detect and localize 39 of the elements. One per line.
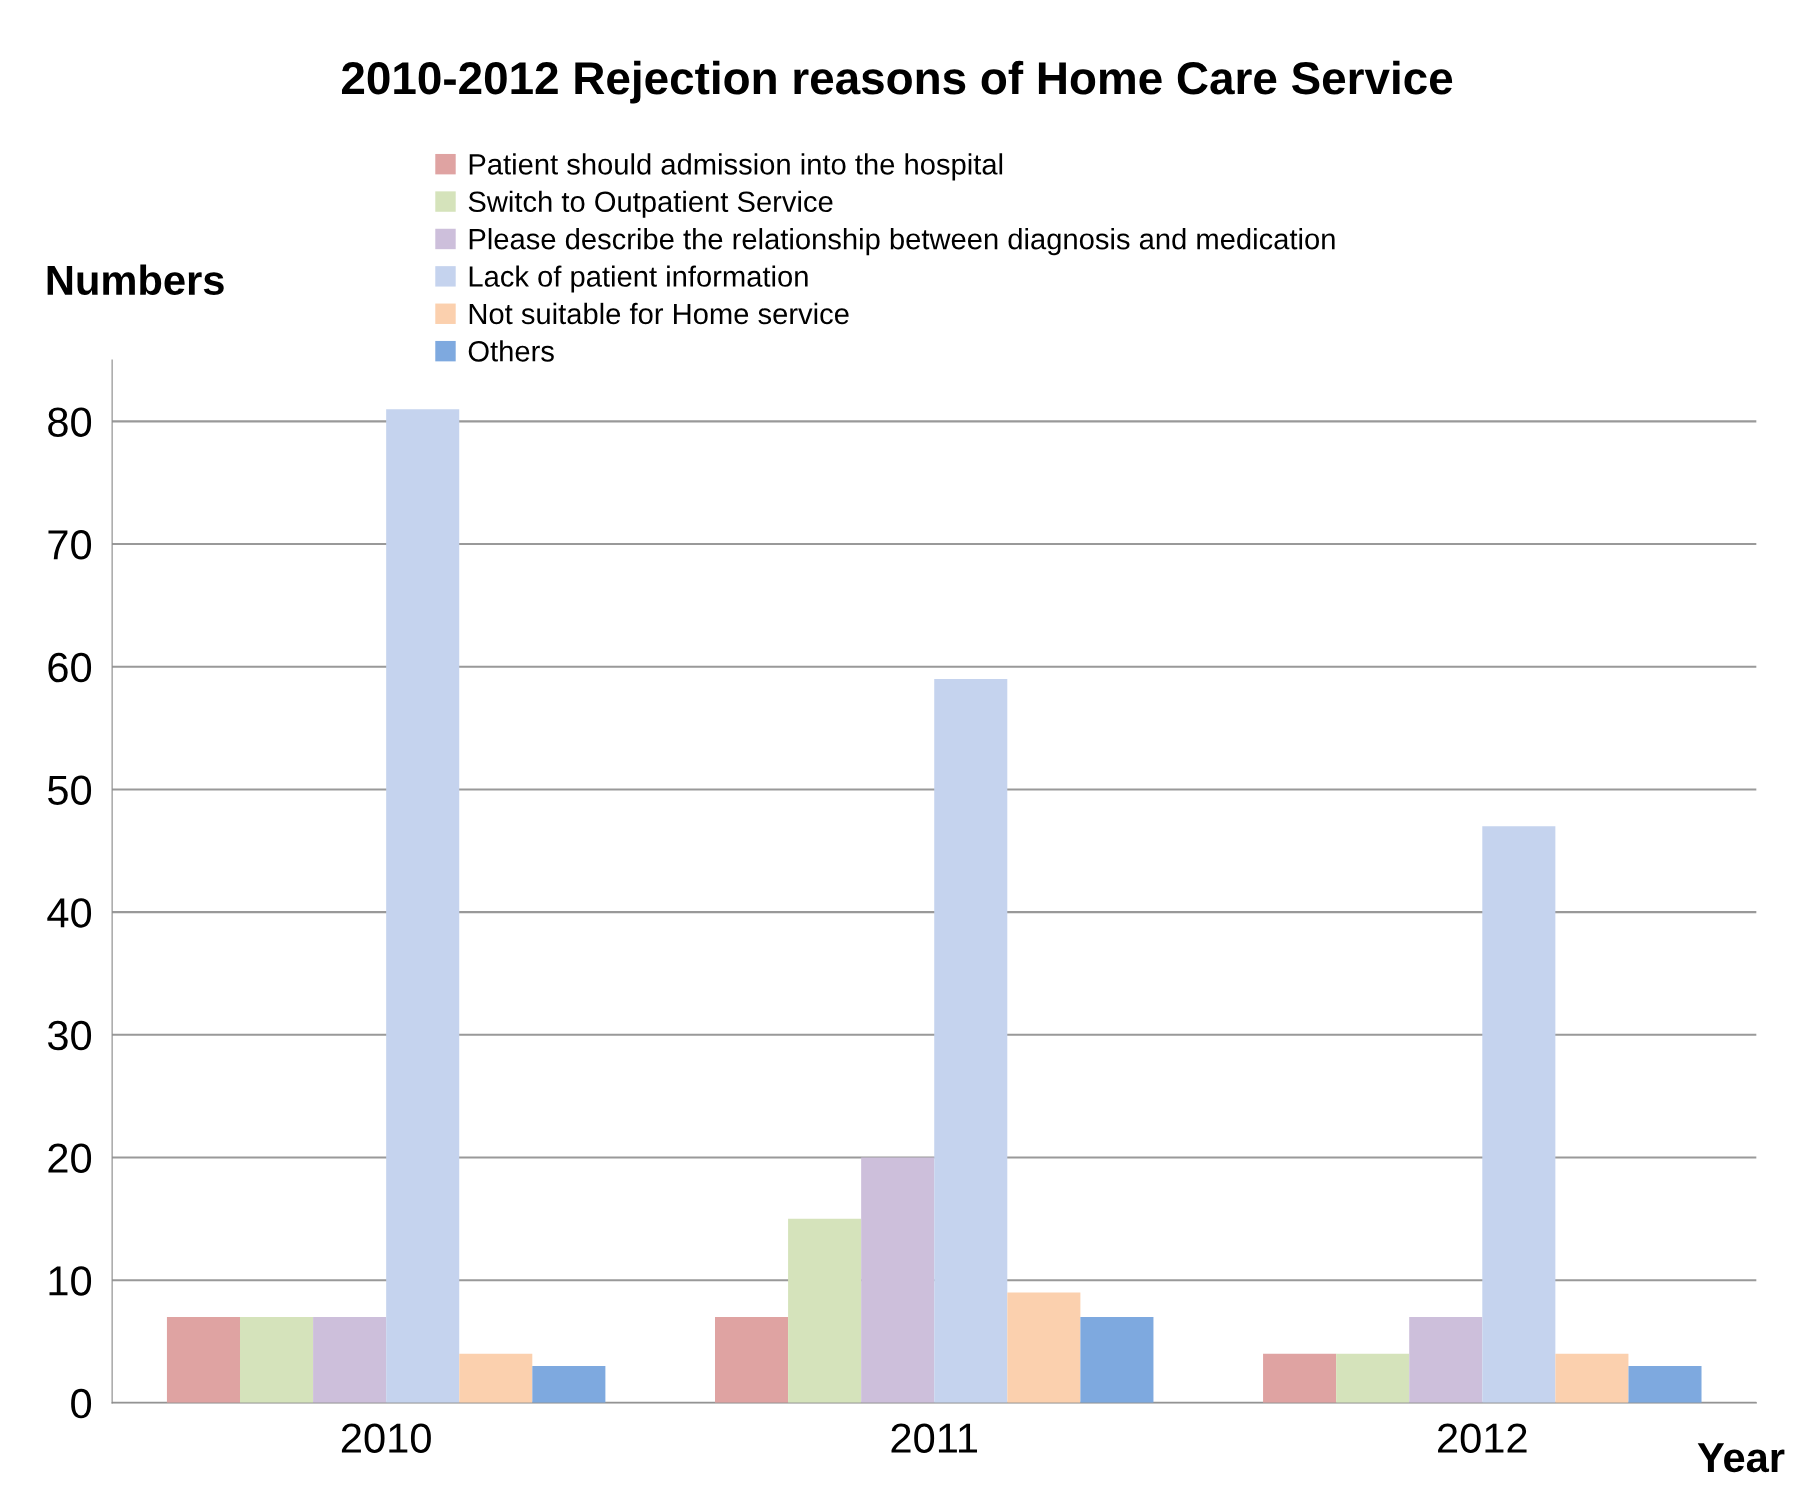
bar	[788, 1218, 862, 1403]
x-tick-label: 2012	[1438, 1423, 1527, 1453]
y-axis-title: Numbers	[47, 264, 224, 296]
bar	[1263, 1353, 1337, 1403]
y-tick-label: 60	[48, 652, 92, 683]
bar	[1007, 1292, 1081, 1403]
y-tick-label: 20	[48, 1143, 92, 1174]
bar	[861, 1157, 935, 1403]
legend-label: Switch to Outpatient Service	[468, 190, 833, 218]
bar	[1482, 826, 1556, 1403]
x-tick-label: 2011	[891, 1423, 978, 1453]
y-tick-label: 10	[49, 1266, 92, 1296]
y-tick-label: 40	[47, 898, 92, 928]
legend-label: Not suitable for Home service	[469, 302, 849, 325]
bar	[166, 1316, 241, 1403]
bar	[1336, 1353, 1410, 1403]
legend-label: Please describe the relationship between diagnosis and medication	[469, 228, 1335, 256]
y-tick-label: 50	[48, 775, 92, 805]
bar	[532, 1366, 606, 1403]
x-tick-label: 2010	[341, 1423, 431, 1453]
y-tick-label: 80	[48, 407, 92, 437]
y-tick-label: 70	[48, 530, 92, 560]
bar	[715, 1316, 789, 1403]
x-axis-title: Year	[1697, 1443, 1785, 1473]
chart-title: 2010-2012 Rejection reasons of Home Care Service	[341, 60, 1453, 104]
bar	[313, 1316, 387, 1403]
bar	[934, 679, 1008, 1403]
legend-label: Lack of patient information	[469, 265, 808, 293]
legend-label: Others	[468, 340, 554, 362]
bar	[1080, 1316, 1154, 1403]
bar	[386, 409, 460, 1403]
bar	[240, 1316, 314, 1403]
bar	[1555, 1353, 1629, 1403]
y-tick-label: 0	[71, 1388, 92, 1419]
bar	[1409, 1316, 1483, 1403]
y-tick-label: 30	[47, 1020, 92, 1051]
bar	[459, 1353, 533, 1403]
legend-label: Patient should admission into the hospital	[469, 153, 1003, 181]
bar	[1628, 1366, 1702, 1403]
